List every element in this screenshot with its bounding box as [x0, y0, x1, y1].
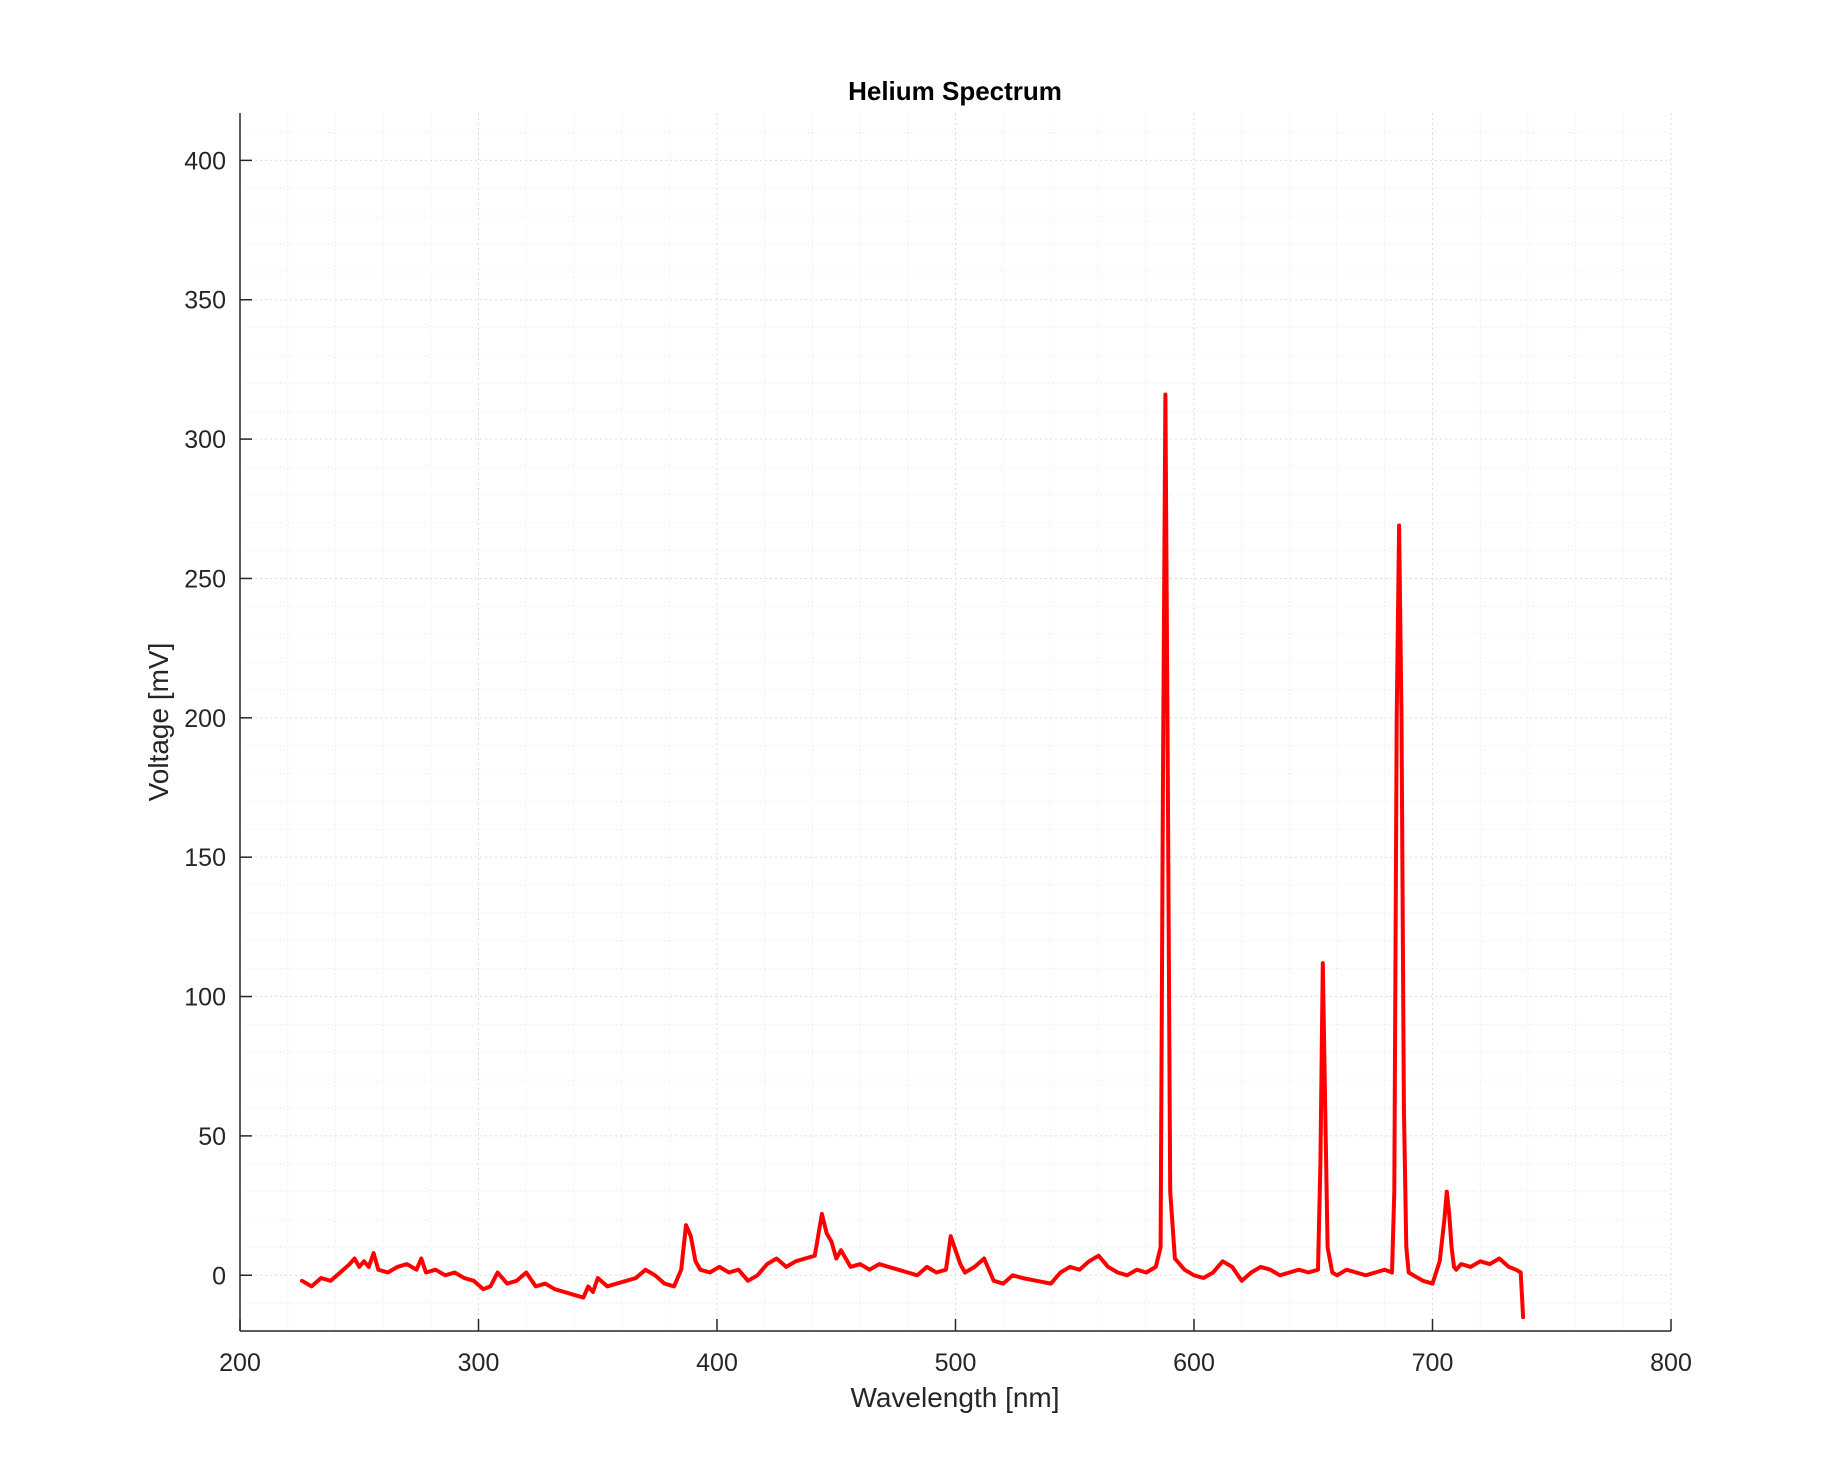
y-tick-label: 300: [184, 426, 226, 454]
chart-title: Helium Spectrum: [848, 76, 1062, 106]
x-tick-label: 300: [458, 1349, 500, 1377]
series-group: [300, 392, 1526, 1320]
y-tick-label: 0: [212, 1262, 226, 1290]
y-tick-label: 150: [184, 844, 226, 872]
y-axis-label: Voltage [mV]: [143, 643, 174, 802]
y-tick-label: 400: [184, 147, 226, 175]
major-grid: [239, 113, 1672, 1331]
y-tick-label: 350: [184, 287, 226, 315]
x-tick-label: 500: [935, 1349, 977, 1377]
y-tick-label: 100: [184, 984, 226, 1012]
x-axis-label: Wavelength [nm]: [850, 1382, 1059, 1413]
x-tick-label: 700: [1412, 1349, 1454, 1377]
x-tick-label: 800: [1650, 1349, 1692, 1377]
y-tick-label: 250: [184, 565, 226, 593]
y-tick-label: 200: [184, 705, 226, 733]
x-tick-label: 400: [696, 1349, 738, 1377]
x-tick-label: 200: [219, 1349, 261, 1377]
y-axis-ticks: 0 50 100 150 200 250 300 350 400: [184, 147, 252, 1290]
x-tick-label: 600: [1173, 1349, 1215, 1377]
x-axis-ticks: 200 300 400 500 600 700 800: [219, 1319, 1692, 1377]
series-line: [300, 392, 1526, 1320]
y-tick-label: 50: [198, 1123, 226, 1151]
